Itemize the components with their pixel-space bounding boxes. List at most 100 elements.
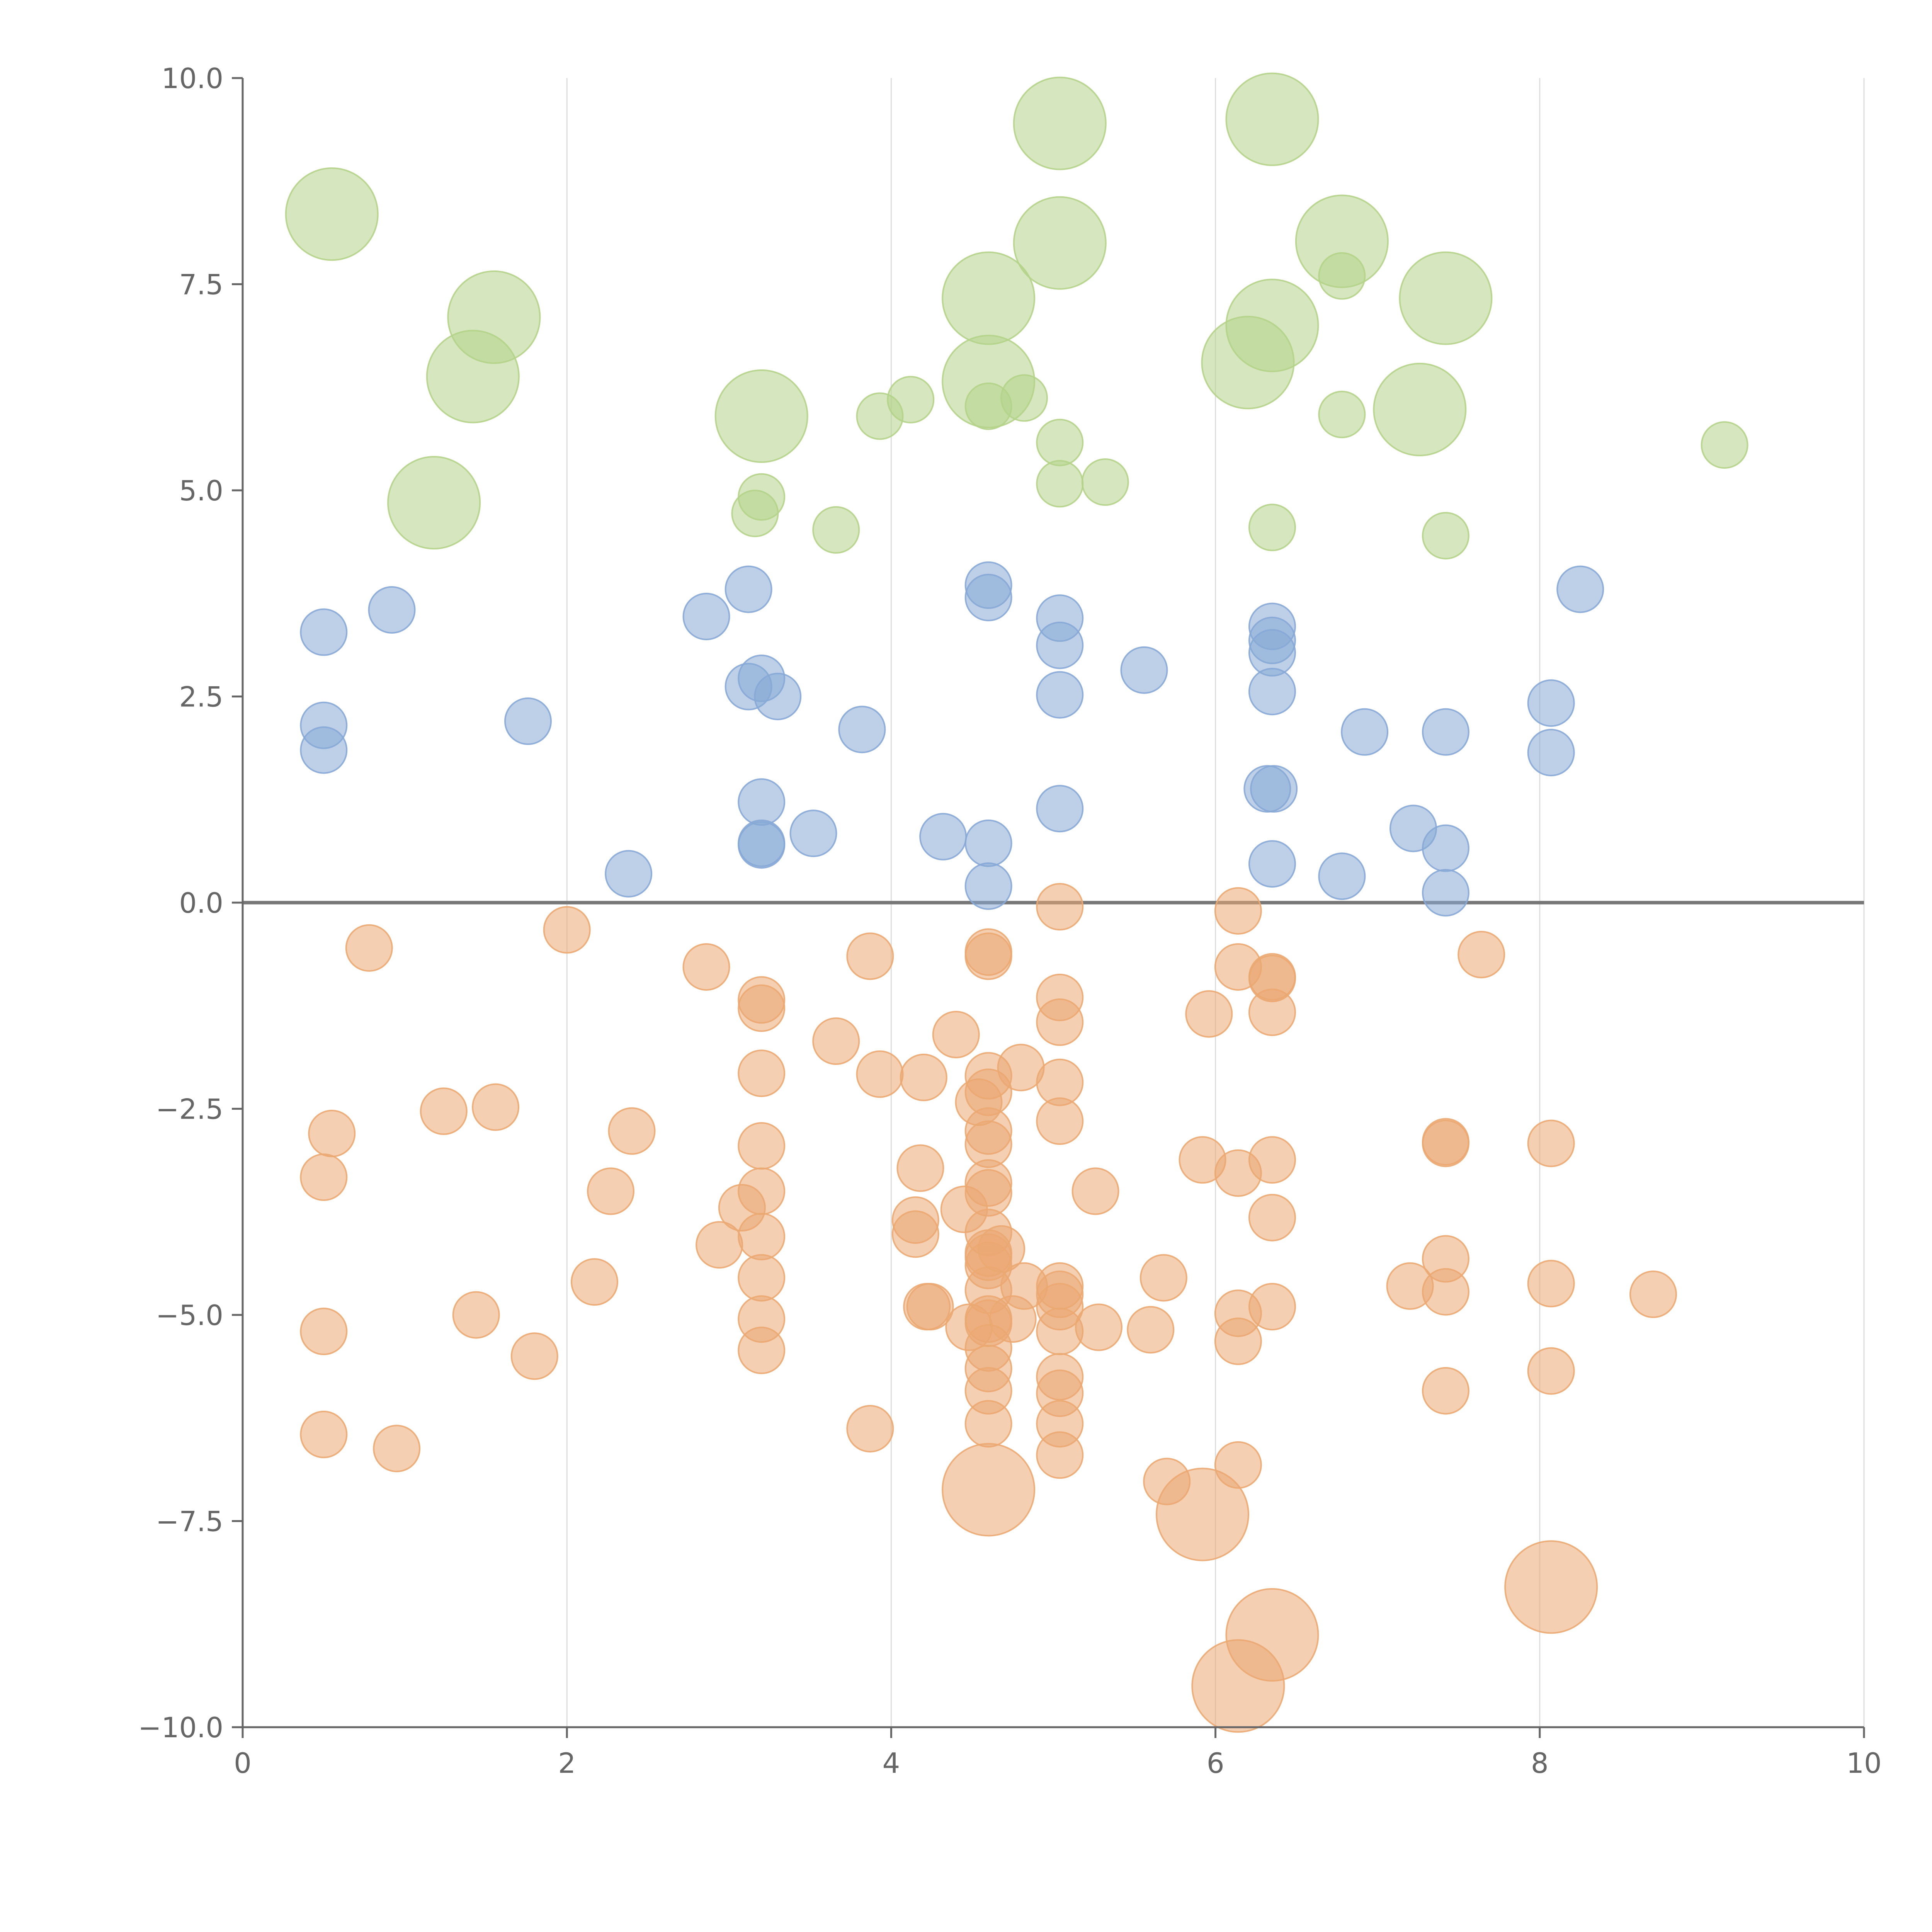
data-point [738, 1049, 786, 1097]
data-point [942, 1443, 1036, 1537]
data-point [1120, 646, 1168, 694]
data-point [978, 1225, 1026, 1273]
data-point [387, 456, 481, 550]
data-point [368, 586, 416, 634]
axes: 0 2 4 6 8 10 10.0 7.5 5.0 2.5 0.0 −2.5 −5.0 −7.5 −10.0 [138, 62, 1881, 1779]
data-point [1527, 729, 1575, 777]
data-point [300, 1308, 348, 1355]
data-point [1248, 1283, 1296, 1331]
data-point [1013, 77, 1107, 170]
data-point [420, 1087, 468, 1135]
data-point [1071, 1167, 1119, 1215]
data-point [1422, 1367, 1469, 1415]
data-point [1422, 824, 1469, 872]
data-point [1036, 418, 1084, 466]
data-point [472, 1083, 520, 1131]
data-point [1527, 1119, 1575, 1167]
data-point [1318, 252, 1366, 300]
data-point [608, 1107, 656, 1155]
data-point [452, 1291, 500, 1339]
data-point [1248, 1194, 1296, 1242]
data-point [1556, 565, 1604, 613]
data-point [1458, 930, 1505, 978]
data-point [964, 1400, 1012, 1448]
data-point [543, 906, 591, 954]
data-point [738, 984, 786, 1032]
data-point [1504, 1540, 1598, 1634]
data-point [1214, 887, 1262, 935]
data-point [300, 1410, 348, 1458]
data-point [1036, 621, 1084, 669]
data-point [754, 673, 802, 720]
data-point [300, 726, 348, 774]
data-point [932, 1010, 980, 1058]
data-point [1318, 852, 1366, 900]
data-point [738, 1213, 786, 1260]
data-point [1075, 1303, 1122, 1351]
data-point [1127, 1306, 1175, 1354]
data-point [1036, 460, 1084, 508]
data-point [919, 813, 967, 861]
data-point [504, 697, 552, 745]
data-point [789, 810, 837, 857]
data-point [891, 1210, 939, 1258]
data-point [964, 819, 1012, 867]
data-point [1248, 503, 1296, 551]
data-point [1527, 1347, 1575, 1395]
data-point [738, 819, 786, 867]
data-point [1081, 458, 1129, 506]
data-point [906, 1283, 954, 1331]
y-tick-label: −10.0 [138, 1711, 223, 1744]
data-point [838, 706, 886, 753]
data-point [964, 932, 1012, 980]
data-point [1248, 668, 1296, 716]
data-point [1036, 998, 1084, 1046]
y-tick-label: 5.0 [179, 474, 223, 507]
x-tick-label: 6 [1207, 1747, 1225, 1779]
data-point [1248, 840, 1296, 888]
data-point [738, 1167, 786, 1215]
y-tick-label: −7.5 [156, 1505, 223, 1538]
data-point [571, 1258, 619, 1306]
data-point [1036, 1097, 1084, 1145]
data-point [812, 1017, 860, 1065]
y-tick-label: 10.0 [162, 62, 223, 95]
data-point [308, 1110, 356, 1158]
x-tick-label: 8 [1531, 1747, 1549, 1779]
x-tick-label: 10 [1846, 1747, 1882, 1779]
data-point [1373, 362, 1467, 456]
data-point [724, 565, 772, 613]
data-point [1185, 990, 1233, 1038]
data-point [1341, 708, 1389, 756]
data-point [1000, 374, 1048, 422]
data-points [285, 72, 1748, 1733]
data-point [1248, 1136, 1296, 1184]
data-point [1422, 869, 1469, 917]
data-point [1036, 883, 1084, 931]
data-point [1422, 512, 1469, 560]
data-point [682, 593, 730, 641]
data-point [1214, 1317, 1262, 1365]
data-point [510, 1332, 558, 1380]
y-tick-label: 7.5 [179, 269, 223, 301]
data-point [1225, 1588, 1319, 1682]
x-tick-label: 2 [558, 1747, 576, 1779]
data-point [1422, 1268, 1469, 1316]
y-tick-label: −2.5 [156, 1093, 223, 1126]
data-point [846, 932, 894, 980]
data-point [812, 506, 860, 554]
data-point [887, 376, 935, 423]
data-point [896, 1144, 944, 1192]
data-point [1201, 316, 1295, 410]
data-point [1629, 1270, 1677, 1318]
data-point [1701, 421, 1748, 469]
data-point [426, 330, 520, 423]
data-point [1422, 1119, 1469, 1167]
data-point [682, 943, 730, 991]
data-point [1036, 785, 1084, 833]
data-point [1318, 391, 1366, 439]
data-point [345, 924, 393, 972]
data-point [587, 1167, 634, 1215]
data-point [856, 1050, 904, 1098]
